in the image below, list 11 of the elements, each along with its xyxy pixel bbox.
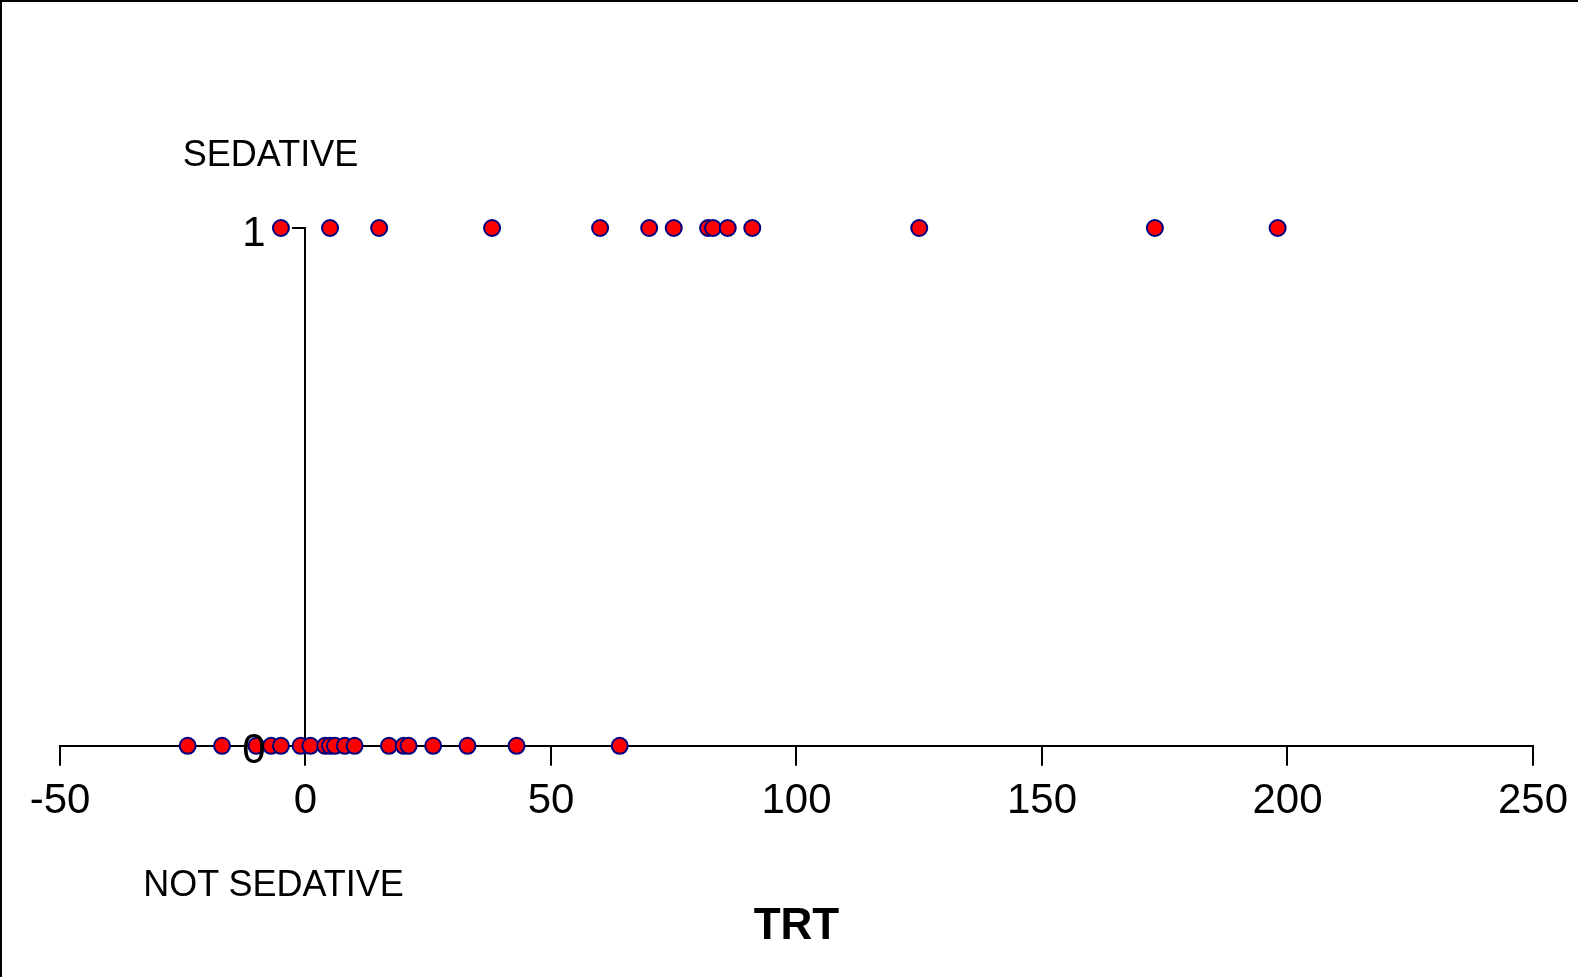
x-tick-label: -50	[29, 774, 91, 822]
y-tick-label: 1	[242, 207, 266, 255]
x-axis-title: TRT	[753, 898, 840, 948]
x-tick-label: 150	[1006, 774, 1078, 822]
x-tick-label: 200	[1252, 774, 1323, 822]
x-tick-label: 100	[761, 774, 832, 822]
x-tick-label: 250	[1497, 774, 1568, 822]
text: SEDATIVE	[182, 132, 359, 174]
text: NOT SEDATIVE	[143, 862, 404, 904]
x-tick-label: 50	[527, 774, 575, 822]
x-tick-label: 0	[293, 774, 318, 822]
